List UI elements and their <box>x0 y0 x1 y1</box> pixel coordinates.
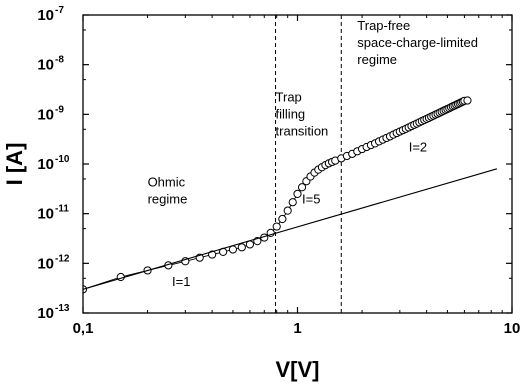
data-point <box>297 183 307 192</box>
chart-annotations: Ohmic regime I=1 Trap filling transition I=5 Tr… <box>148 18 478 289</box>
annotation-label: Trap-free space-charge-limited regime <box>357 18 478 67</box>
data-point <box>237 243 246 252</box>
y-tick-exponent: -13 <box>55 303 70 314</box>
annotation-label: I=5 <box>302 192 320 207</box>
y-tick-exponent: -9 <box>55 104 64 115</box>
y-tick-exponent: -11 <box>55 204 69 215</box>
annotation-label: I=2 <box>409 139 427 154</box>
annotation-line: space-charge-limited <box>357 35 478 50</box>
annotation-label: I=1 <box>172 274 190 289</box>
plot-area <box>83 15 498 313</box>
data-point <box>293 189 302 199</box>
data-point <box>272 222 281 231</box>
y-tick-label: 10 <box>37 305 54 322</box>
y-tick-label: 10 <box>37 106 54 123</box>
annotation-line: I=2 <box>409 139 427 154</box>
data-point <box>278 214 287 224</box>
annotation-line: I=5 <box>302 192 320 207</box>
annotation-label: Trap filling transition <box>276 90 329 139</box>
y-tick-label: 10 <box>37 255 54 272</box>
annotation-line: Trap <box>276 90 302 105</box>
annotation-line: regime <box>148 192 188 207</box>
y-tick-label: 10 <box>37 206 54 223</box>
y-tick-exponent: -7 <box>55 5 64 16</box>
plot-content <box>83 15 498 313</box>
y-tick-exponent: -12 <box>55 253 70 264</box>
y-tick-label: 10 <box>37 7 54 24</box>
y-axis-label: I [A] <box>2 143 27 186</box>
annotation-label: Ohmic regime <box>148 175 188 207</box>
data-point <box>228 245 238 254</box>
y-tick-label: 10 <box>37 57 54 74</box>
x-tick-labels: 0,1 1 10 <box>73 320 521 337</box>
axis-ticks <box>82 14 513 314</box>
annotation-line: transition <box>276 124 329 139</box>
fit-line <box>83 168 498 290</box>
y-tick-label: 10 <box>37 156 54 173</box>
annotation-line: regime <box>357 52 397 67</box>
x-tick-label: 0,1 <box>73 320 94 337</box>
y-tick-exponent: -10 <box>55 154 70 165</box>
annotation-line: Trap-free <box>357 18 410 33</box>
x-tick-label: 10 <box>504 320 521 337</box>
data-point <box>463 96 472 105</box>
x-tick-label: 1 <box>293 320 301 337</box>
annotation-line: Ohmic <box>148 175 186 190</box>
y-tick-exponent: -8 <box>55 55 64 66</box>
annotation-line: I=1 <box>172 274 190 289</box>
annotation-line: filling <box>276 107 306 122</box>
x-axis-label: V[V] <box>276 357 320 382</box>
data-point <box>283 206 292 215</box>
data-point <box>288 198 297 207</box>
